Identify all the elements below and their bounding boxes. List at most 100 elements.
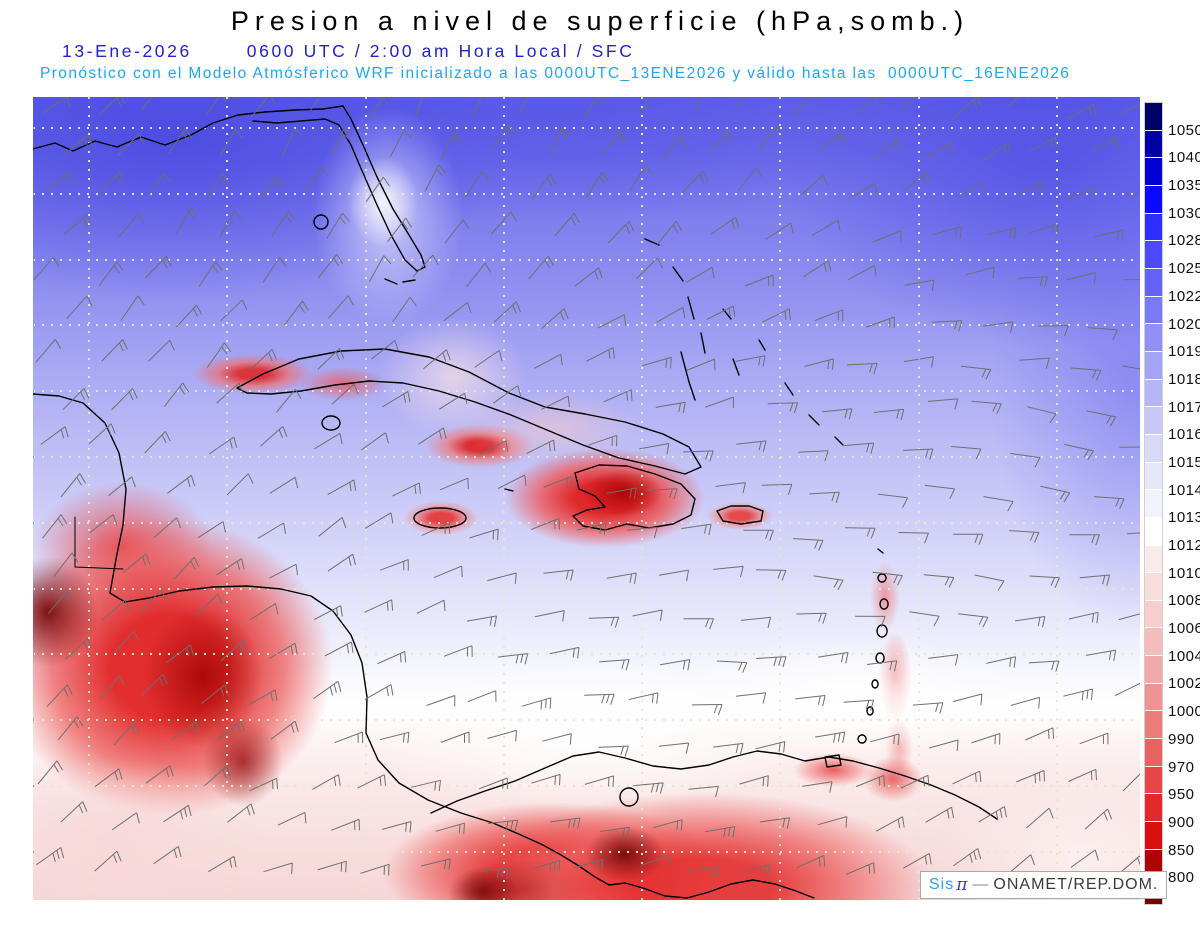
coast-gulf-florida — [33, 105, 426, 272]
latitude-gridline — [33, 784, 1140, 787]
colorbar-value: 1022 — [1168, 287, 1200, 305]
latitude-gridline — [33, 455, 1140, 458]
lat-axis-tick — [33, 192, 34, 195]
colorbar-value: 1020 — [1168, 315, 1200, 333]
latlon-grid — [33, 97, 1140, 900]
colorbar-value: 970 — [1168, 758, 1195, 776]
latitude-gridline — [33, 587, 1140, 590]
longitude-gridline — [88, 97, 91, 900]
colorbar-value: 1050 — [1168, 121, 1200, 139]
colorbar-swatch — [1145, 683, 1162, 712]
lon-axis: 90W85W80W75W70W65W60W55W — [33, 97, 1140, 900]
coast-south-america — [430, 750, 998, 820]
watermark-dash: — — [972, 876, 989, 893]
colorbar-swatch — [1145, 268, 1162, 297]
colorbar-value: 1014 — [1168, 481, 1200, 499]
lat-axis-tick — [33, 653, 34, 656]
colorbar-swatch — [1145, 241, 1162, 269]
subtitle-line: 13-Ene-2026 0600 UTC / 2:00 am Hora Local… — [62, 41, 634, 62]
colorbar-swatch — [1145, 739, 1162, 767]
longitude-gridline — [779, 97, 782, 900]
wind-barbs-layer — [33, 97, 1140, 879]
colorbar-swatch — [1145, 213, 1162, 242]
colorbar-value: 1016 — [1168, 426, 1200, 444]
lat-axis-tick — [33, 455, 34, 458]
longitude-gridline — [1055, 97, 1058, 900]
lake-maracaibo — [619, 787, 639, 807]
lat-axis-tick — [33, 719, 34, 722]
colorbar-value: 1012 — [1168, 537, 1200, 555]
colorbar-value: 900 — [1168, 813, 1195, 831]
colorbar-value: 800 — [1168, 869, 1195, 887]
colorbar-swatch — [1145, 794, 1162, 823]
colorbar-value: 990 — [1168, 730, 1195, 748]
colorbar-swatch — [1145, 103, 1162, 131]
model-info-line: Pronóstico con el Modelo Atmósferico WRF… — [40, 65, 1071, 82]
forecast-time: 0600 UTC / 2:00 am Hora Local / SFC — [246, 41, 635, 61]
latitude-gridline — [33, 719, 1140, 722]
colorbar-swatch — [1145, 462, 1162, 491]
guatemala-borders — [74, 516, 124, 570]
page-title: Presion a nivel de superficie (hPa,somb.… — [230, 6, 970, 36]
colorbar-swatch — [1145, 573, 1162, 601]
colorbar-value: 1002 — [1168, 675, 1200, 693]
watermark-org: ONAMET/REP.DOM. — [993, 876, 1159, 893]
colorbar-value: 1019 — [1168, 343, 1200, 361]
colorbar-value: 1004 — [1168, 647, 1200, 665]
colorbar-swatch — [1145, 517, 1162, 546]
colorbar-swatch — [1145, 379, 1162, 408]
colorbar-swatch — [1145, 324, 1162, 352]
coast-hispaniola — [572, 464, 696, 531]
lat-axis-tick — [33, 258, 34, 261]
colorbar-swatch — [1145, 407, 1162, 435]
latitude-gridline — [33, 324, 1140, 327]
colorbar-swatch — [1145, 490, 1162, 518]
florida-keys — [384, 278, 416, 285]
pressure-map: 30N28N26N24N22N20N18N16N14N12N10N8N 90W8… — [33, 97, 1140, 900]
lat-axis-tick — [33, 390, 34, 393]
colorbar-swatch — [1145, 628, 1162, 657]
coast-central-america — [33, 393, 815, 899]
longitude-gridline — [502, 97, 505, 900]
lat-axis: 30N28N26N24N22N20N18N16N14N12N10N8N — [33, 97, 1140, 900]
colorbar-value: 1008 — [1168, 592, 1200, 610]
colorbar-value: 1015 — [1168, 453, 1200, 471]
colorbar-swatch — [1145, 545, 1162, 574]
longitude-gridline — [641, 97, 644, 900]
colorbar-value: 1013 — [1168, 509, 1200, 527]
trinidad-island — [824, 754, 842, 768]
longitude-gridline — [917, 97, 920, 900]
watermark-pi-icon: π — [956, 875, 968, 895]
watermark: Sis π — ONAMET/REP.DOM. — [920, 871, 1168, 899]
colorbar-value: 1028 — [1168, 232, 1200, 250]
colorbar-value: 1030 — [1168, 204, 1200, 222]
lat-axis-tick — [33, 784, 34, 787]
colorbar-swatch — [1145, 822, 1162, 850]
colorbar-swatch — [1145, 766, 1162, 795]
colorbar-swatch — [1145, 351, 1162, 380]
coast-cuba — [236, 348, 702, 475]
colorbar-value: 1035 — [1168, 177, 1200, 195]
colorbar-swatch — [1145, 656, 1162, 684]
colorbar-swatch — [1145, 296, 1162, 325]
forecast-date: 13-Ene-2026 — [62, 41, 192, 61]
lake-okeechobee — [313, 214, 329, 230]
lat-axis-tick — [33, 850, 34, 853]
colorbar-swatch — [1145, 711, 1162, 740]
colorbar-value: 1025 — [1168, 260, 1200, 278]
latitude-gridline — [33, 850, 1140, 853]
latitude-gridline — [33, 192, 1140, 195]
latitude-gridline — [33, 653, 1140, 656]
colorbar-value: 1010 — [1168, 564, 1200, 582]
coast-jamaica — [413, 507, 467, 529]
colorbar-value: 950 — [1168, 786, 1195, 804]
colorbar-value: 1040 — [1168, 149, 1200, 167]
colorbar-labels: 1050 1040 1035 1030 1028 1025 1022 1020 1019 1018… — [1168, 102, 1200, 905]
coast-puerto-rico — [716, 505, 764, 525]
lat-axis-tick — [33, 521, 34, 524]
latitude-gridline — [33, 521, 1140, 524]
colorbar-value: 1017 — [1168, 398, 1200, 416]
colorbar-value: 1018 — [1168, 370, 1200, 388]
isla-juventud — [321, 415, 341, 431]
